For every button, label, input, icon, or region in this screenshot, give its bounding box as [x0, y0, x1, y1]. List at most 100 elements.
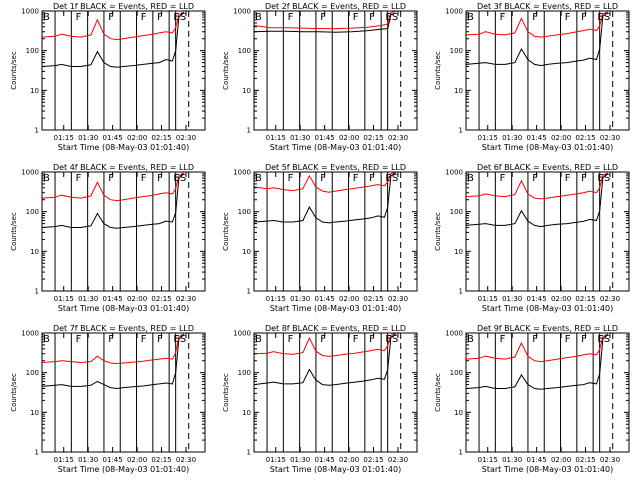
x-tick-label: 02:00 — [339, 295, 359, 303]
x-tick-label: 01:30 — [290, 456, 310, 464]
series-line — [465, 172, 609, 200]
panel-title: Det 6f BLACK = Events, RED = LLD — [477, 163, 618, 172]
segment-marker-label: F — [320, 12, 326, 23]
segment-marker-label: F — [76, 12, 82, 23]
x-axis-label: Start Time (08-May-03 01:01:40) — [58, 143, 189, 152]
segment-marker-label: B — [467, 173, 474, 184]
x-tick-label: 02:00 — [551, 134, 571, 142]
panel-title: Det 8f BLACK = Events, RED = LLD — [265, 324, 406, 333]
series-line — [253, 333, 397, 386]
y-tick-label: 100 — [26, 208, 39, 216]
y-axis-label: Counts/sec — [434, 51, 442, 90]
x-tick-label: 01:15 — [54, 456, 74, 464]
x-tick-label: 02:30 — [600, 134, 620, 142]
y-tick-label: 100 — [238, 208, 251, 216]
segment-marker-label: F — [141, 173, 147, 184]
x-tick-label: 02:15 — [363, 134, 383, 142]
y-tick-label: 10 — [242, 409, 251, 417]
x-axis-label: Start Time (08-May-03 01:01:40) — [58, 465, 189, 474]
y-tick-label: 10 — [30, 409, 39, 417]
x-tick-label: 01:30 — [78, 295, 98, 303]
x-tick-label: 01:30 — [502, 134, 522, 142]
segment-marker-label: E — [173, 334, 179, 345]
segment-marker-label: F — [581, 173, 587, 184]
plot-frame — [41, 10, 206, 131]
x-tick-label: 01:15 — [54, 295, 74, 303]
segment-marker-label: E — [385, 12, 391, 23]
segment-marker-label: E — [597, 12, 603, 23]
x-axis-label: Start Time (08-May-03 01:01:40) — [482, 304, 613, 313]
series-line — [253, 172, 397, 224]
segment-marker-label: F — [500, 12, 506, 23]
segment-marker-label: B — [43, 12, 50, 23]
y-tick-label: 1 — [35, 127, 39, 135]
segment-marker-label: F — [532, 334, 538, 345]
x-tick-label: 01:45 — [315, 456, 335, 464]
y-axis-label: Counts/sec — [10, 212, 18, 251]
y-tick-label: 1000 — [445, 8, 463, 16]
segment-marker-label: B — [255, 173, 262, 184]
segment-marker-label: S — [180, 12, 186, 23]
x-tick-label: 02:30 — [388, 134, 408, 142]
segment-marker-label: B — [43, 334, 50, 345]
x-tick-label: 01:30 — [290, 295, 310, 303]
series-line — [41, 333, 185, 365]
segment-marker-label: F — [565, 334, 571, 345]
segment-marker-label: F — [141, 12, 147, 23]
y-axis-label: Counts/sec — [434, 373, 442, 412]
y-tick-label: 1000 — [445, 330, 463, 338]
segment-marker-label: F — [76, 173, 82, 184]
x-tick-label: 02:30 — [176, 456, 196, 464]
plot-frame — [253, 171, 418, 292]
y-tick-label: 10 — [30, 248, 39, 256]
panel-title: Det 2f BLACK = Events, RED = LLD — [265, 2, 406, 11]
segment-marker-label: F — [565, 12, 571, 23]
x-tick-label: 01:30 — [502, 456, 522, 464]
series-line — [465, 173, 609, 228]
segment-marker-label: S — [604, 12, 610, 23]
y-tick-label: 1 — [459, 127, 463, 135]
y-tick-label: 100 — [450, 208, 463, 216]
y-tick-label: 1000 — [21, 169, 39, 177]
series-line — [41, 173, 185, 229]
x-tick-label: 01:45 — [315, 134, 335, 142]
x-tick-label: 01:15 — [266, 134, 286, 142]
segment-marker-label: S — [392, 173, 398, 184]
x-axis-label: Start Time (08-May-03 01:01:40) — [482, 143, 613, 152]
segment-marker-label: F — [532, 12, 538, 23]
x-tick-label: 01:30 — [78, 456, 98, 464]
series-line — [253, 171, 396, 193]
x-tick-label: 02:15 — [575, 456, 595, 464]
y-axis-label: Counts/sec — [222, 51, 230, 90]
segment-marker-label: F — [500, 173, 506, 184]
x-tick-label: 01:45 — [103, 134, 123, 142]
y-tick-label: 100 — [450, 47, 463, 55]
x-tick-label: 02:00 — [127, 134, 147, 142]
segment-marker-label: B — [467, 12, 474, 23]
y-axis-label: Counts/sec — [222, 212, 230, 251]
x-tick-label: 02:15 — [363, 295, 383, 303]
series-line — [253, 12, 396, 33]
x-tick-label: 01:15 — [478, 134, 498, 142]
x-tick-label: 02:15 — [151, 456, 171, 464]
segment-marker-label: F — [532, 173, 538, 184]
x-tick-label: 01:45 — [527, 134, 547, 142]
x-tick-label: 02:00 — [551, 456, 571, 464]
segment-marker-label: E — [597, 173, 603, 184]
segment-marker-label: E — [597, 334, 603, 345]
y-tick-label: 10 — [454, 248, 463, 256]
segment-marker-label: S — [180, 334, 186, 345]
x-tick-label: 01:45 — [527, 295, 547, 303]
segment-marker-label: F — [288, 12, 294, 23]
segment-marker-label: S — [604, 334, 610, 345]
panel-title: Det 7f BLACK = Events, RED = LLD — [53, 324, 194, 333]
x-tick-label: 01:30 — [502, 295, 522, 303]
plot-frame — [41, 171, 206, 292]
segment-marker-label: F — [565, 173, 571, 184]
y-tick-label: 10 — [454, 87, 463, 95]
